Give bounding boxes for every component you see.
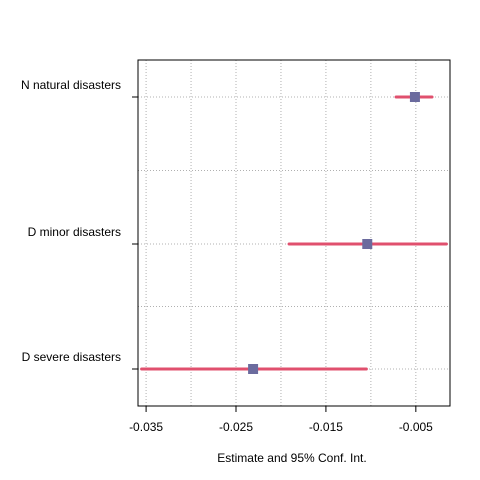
y-category-label: N natural disasters — [21, 78, 121, 92]
x-tick-label: -0.005 — [399, 420, 433, 434]
x-tick-label: -0.025 — [219, 420, 253, 434]
plot-frame — [137, 59, 451, 407]
grid — [138, 60, 450, 406]
x-tick-label: -0.015 — [309, 420, 343, 434]
estimate-points — [248, 92, 420, 374]
estimate-point — [362, 239, 373, 249]
confidence-intervals — [140, 95, 448, 371]
y-category-label: D minor disasters — [28, 225, 121, 239]
x-axis: -0.035 -0.025 -0.015 -0.005 — [129, 406, 433, 434]
estimate-point — [248, 364, 259, 374]
y-axis: N natural disasters D minor disasters D se… — [21, 78, 138, 370]
y-category-label: D severe disasters — [22, 350, 121, 364]
x-axis-title: Estimate and 95% Conf. Int. — [217, 451, 366, 465]
estimate-point — [409, 92, 420, 102]
x-tick-label: -0.035 — [129, 420, 163, 434]
